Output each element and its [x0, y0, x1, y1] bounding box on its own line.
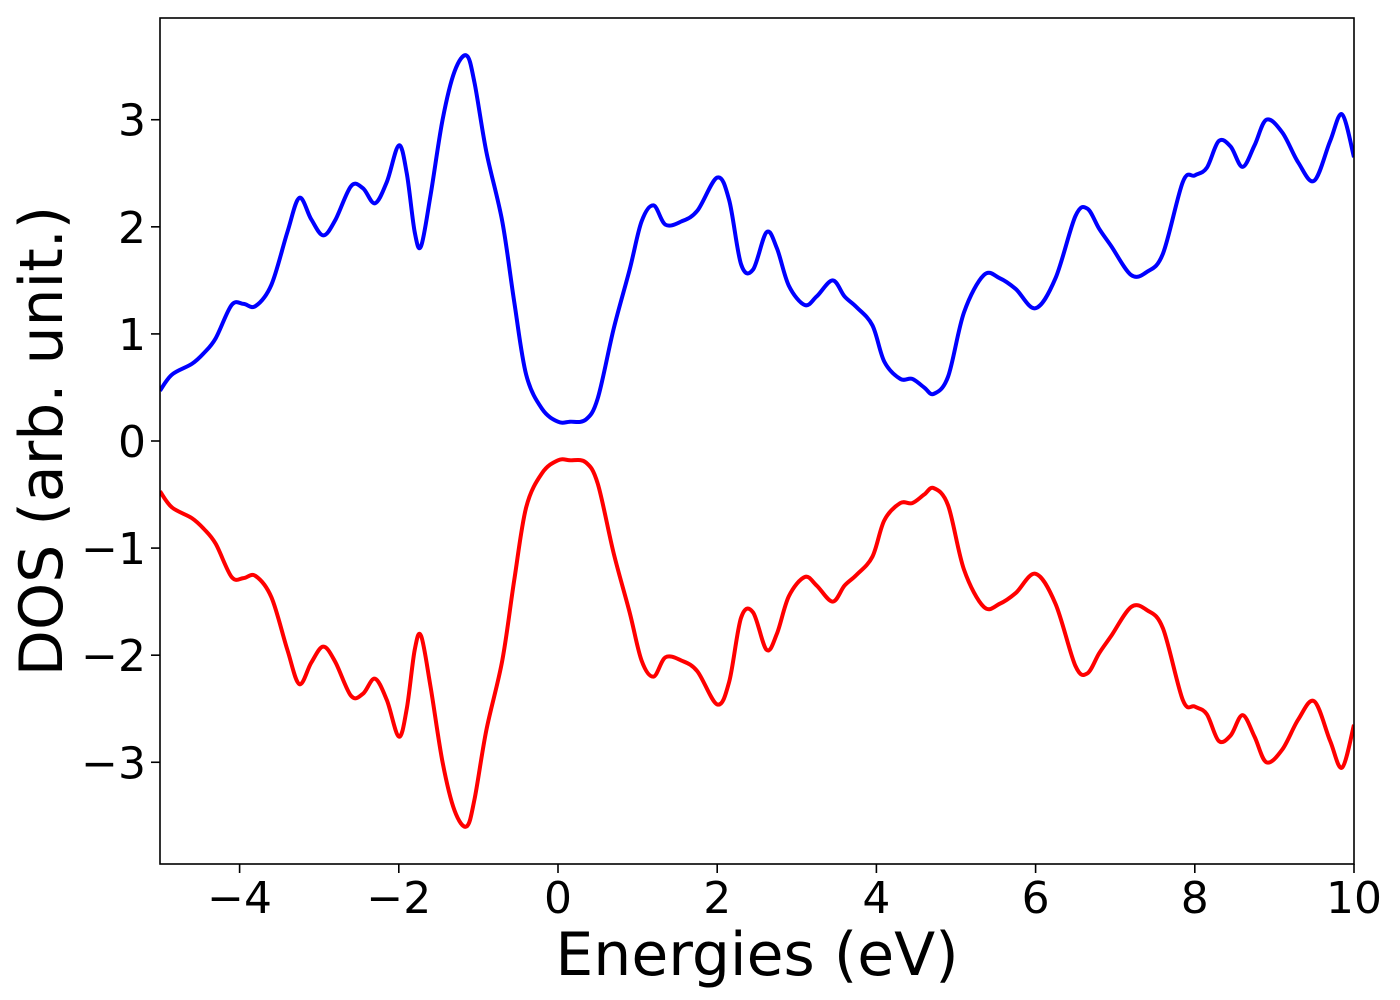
y-tick-label: 1	[118, 310, 146, 361]
x-tick-label: −2	[366, 873, 431, 924]
x-axis-title: Energies (eV)	[555, 920, 958, 990]
plot-frame	[159, 17, 1355, 865]
y-tick-label: 3	[118, 96, 146, 147]
y-tick-label: 2	[118, 203, 146, 254]
x-tick-label: 4	[862, 873, 890, 924]
y-tick-label: −2	[81, 631, 146, 682]
y-tick-label: −3	[81, 738, 146, 789]
y-axis-ticks: −3 −2 −1 0 1 2 3	[81, 96, 160, 789]
series-line-1	[160, 53, 1354, 425]
series-line-2	[160, 457, 1354, 829]
y-axis-title: DOS (arb. unit.)	[7, 206, 77, 676]
x-tick-label: 6	[1022, 873, 1050, 924]
x-tick-label: 10	[1326, 873, 1382, 924]
x-axis-ticks: −4 −2 0 2 4 6 8 10	[207, 864, 1382, 924]
y-tick-label: 0	[118, 417, 146, 468]
x-tick-label: 0	[544, 873, 572, 924]
series-layer	[160, 53, 1354, 829]
x-tick-label: −4	[207, 873, 272, 924]
x-tick-label: 8	[1181, 873, 1209, 924]
y-tick-label: −1	[81, 524, 146, 575]
x-tick-label: 2	[703, 873, 731, 924]
